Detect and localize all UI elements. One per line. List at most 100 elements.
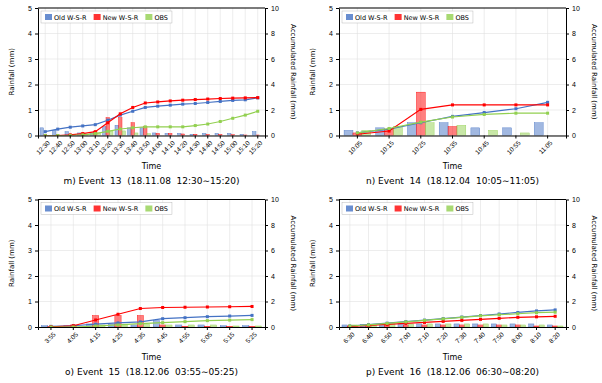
- tick-mark: [566, 136, 569, 137]
- tick: 8: [566, 222, 576, 229]
- bar: [165, 133, 169, 135]
- marker: [106, 130, 109, 133]
- tick: 4:05: [65, 327, 79, 345]
- bar-series: [48, 316, 255, 327]
- grid-line: [461, 200, 462, 328]
- tick: 8: [265, 30, 275, 37]
- tick-mark: [70, 136, 71, 139]
- tick-mark: [515, 136, 516, 139]
- y-axis: 012345: [329, 5, 339, 139]
- tick: 5: [28, 5, 38, 12]
- frame: [38, 199, 265, 200]
- marker: [56, 134, 59, 136]
- legend-frame: [41, 203, 172, 215]
- tick: 4:35: [132, 327, 146, 345]
- bar: [441, 325, 446, 327]
- tick-label: 4:05: [65, 330, 79, 344]
- tick-mark: [336, 225, 339, 226]
- tick: 10: [566, 196, 580, 203]
- grid-line: [515, 8, 516, 136]
- tick-mark: [35, 327, 38, 328]
- bar: [515, 325, 520, 327]
- tick-label: 4: [329, 30, 333, 37]
- tick: 3: [28, 247, 38, 254]
- tick-mark: [566, 85, 569, 86]
- marker: [388, 127, 391, 130]
- marker: [94, 318, 97, 321]
- marker: [184, 320, 187, 323]
- tick-label: 4:55: [177, 330, 191, 344]
- marker: [81, 124, 84, 127]
- grid-line: [95, 8, 96, 136]
- marker: [479, 314, 482, 317]
- tick-mark: [35, 302, 38, 303]
- tick-label: 5: [28, 196, 32, 203]
- line-series: [49, 314, 253, 327]
- x-axis-title: Time: [442, 162, 463, 171]
- tick-mark: [265, 59, 268, 60]
- bar: [198, 325, 204, 327]
- marker: [460, 316, 463, 319]
- plot-area: [342, 308, 563, 327]
- y2-axis: 0246810: [265, 5, 279, 139]
- frame: [339, 199, 566, 200]
- marker: [419, 121, 422, 124]
- marker: [94, 123, 97, 126]
- tick-mark: [336, 85, 339, 86]
- tick-mark: [229, 327, 230, 330]
- marker: [251, 318, 254, 321]
- grid-line: [252, 200, 253, 328]
- legend-entry: OBS: [154, 14, 168, 22]
- tick-label: 5:25: [244, 330, 258, 344]
- tick-mark: [35, 136, 38, 137]
- y2-axis-title: Accumulated Rainfall (mm): [289, 24, 297, 120]
- bar: [260, 135, 264, 136]
- grid-line: [536, 200, 537, 328]
- marker: [206, 101, 209, 104]
- marker: [479, 318, 482, 321]
- bar: [558, 326, 563, 327]
- grid-line: [38, 84, 265, 85]
- bar: [169, 133, 173, 135]
- marker: [483, 103, 486, 106]
- grid-line: [207, 8, 208, 136]
- x-axis-title: Time: [442, 353, 463, 362]
- grid-line: [443, 200, 444, 328]
- x-axis: 3:554:054:154:254:354:454:555:055:155:25: [39, 327, 266, 345]
- tick: 0: [329, 132, 339, 139]
- bar: [539, 325, 544, 327]
- marker: [256, 96, 259, 99]
- tick: 7:40: [472, 327, 486, 345]
- axis-domain: [339, 200, 340, 328]
- bar: [547, 325, 552, 327]
- grid-line: [339, 301, 566, 302]
- bar: [543, 135, 552, 136]
- y2-axis-title: Accumulated Rainfall (mm): [590, 216, 598, 312]
- tick-mark: [35, 200, 38, 201]
- bar: [520, 133, 529, 136]
- bar: [94, 132, 98, 136]
- legend-entry: Old W-S-R: [54, 205, 87, 213]
- tick: 4: [28, 30, 38, 37]
- panel: 6:306:406:507:007:107:207:307:407:508:00…: [309, 196, 598, 377]
- marker: [44, 134, 47, 136]
- tick: 15:20: [247, 136, 264, 156]
- tick-label: 4:45: [155, 330, 169, 344]
- tick: 4: [566, 81, 576, 88]
- line: [51, 306, 252, 326]
- y-axis-title: Rainfall (mm): [309, 48, 317, 96]
- tick-label: 7:40: [472, 330, 486, 344]
- tick-mark: [336, 136, 339, 137]
- tick-label: 6:50: [379, 330, 393, 344]
- bar: [243, 326, 249, 327]
- grid-line: [357, 8, 358, 136]
- grid-line: [207, 200, 208, 328]
- y2-axis-title: Accumulated Rainfall (mm): [590, 24, 598, 120]
- y-axis-title: Rainfall (mm): [309, 239, 317, 287]
- y-axis: 012345: [28, 5, 38, 139]
- tick-label: 10:55: [505, 139, 522, 156]
- tick: 2: [329, 273, 339, 280]
- legend-entry: New W-S-R: [404, 205, 440, 213]
- marker: [194, 98, 197, 101]
- tick-mark: [265, 302, 268, 303]
